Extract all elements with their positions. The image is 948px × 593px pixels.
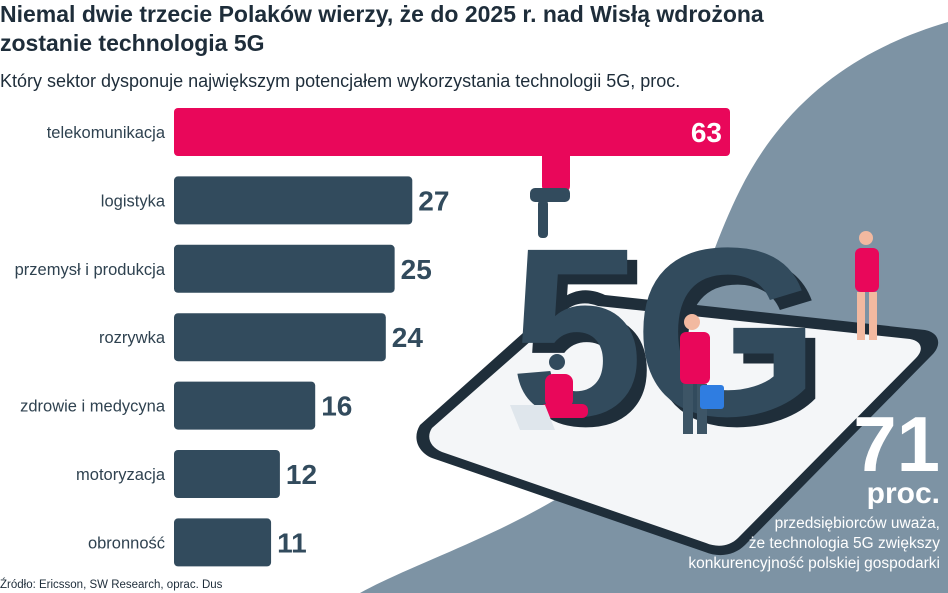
category-label: motoryzacja bbox=[76, 466, 166, 484]
chart-title: Niemal dwie trzecie Polaków wierzy, że d… bbox=[0, 0, 800, 58]
category-label: rozrywka bbox=[99, 329, 166, 347]
bar-1 bbox=[174, 108, 730, 156]
bar-2 bbox=[174, 176, 413, 225]
stat-number: 71 bbox=[853, 400, 940, 488]
svg-text:5G: 5G bbox=[520, 208, 820, 476]
category-label: logistyka bbox=[101, 192, 166, 210]
bar-3 bbox=[174, 244, 395, 293]
smartphone-5g-illustration-icon: 5G 5G bbox=[416, 132, 939, 556]
source-note: Źródło: Ericsson, SW Research, oprac. Du… bbox=[0, 579, 223, 591]
value-label: 16 bbox=[321, 391, 352, 422]
svg-text:5G: 5G bbox=[510, 198, 810, 466]
stat-description-line-3: konkurencyjność polskiej gospodarki bbox=[688, 555, 940, 572]
chart-title-line-1: Niemal dwie trzecie Polaków wierzy, że d… bbox=[0, 1, 764, 27]
value-label: 25 bbox=[401, 254, 432, 285]
bar-5 bbox=[174, 381, 316, 430]
bar-7 bbox=[174, 518, 272, 567]
chart-subtitle: Który sektor dysponuje największym poten… bbox=[0, 71, 681, 91]
value-label: 11 bbox=[277, 527, 307, 558]
value-label: 12 bbox=[286, 459, 317, 490]
bar-6 bbox=[174, 450, 280, 498]
category-label: telekomunikacja bbox=[47, 124, 166, 142]
bar-4 bbox=[174, 313, 386, 362]
stat-description: przedsiębiorców uważa, że technologia 5G… bbox=[680, 514, 940, 574]
value-label: 63 bbox=[691, 117, 722, 148]
category-label: obronność bbox=[88, 534, 165, 552]
stat-description-line-2: że technologia 5G zwiększy bbox=[748, 535, 940, 552]
stat-description-line-1: przedsiębiorców uważa, bbox=[774, 515, 940, 532]
value-label: 24 bbox=[392, 322, 424, 353]
category-label: przemysł i produkcja bbox=[15, 261, 166, 279]
stat-unit: proc. bbox=[866, 477, 940, 510]
chart-title-line-2: zostanie technologia 5G bbox=[0, 30, 265, 56]
category-label: zdrowie i medycyna bbox=[20, 398, 166, 416]
value-label: 27 bbox=[418, 185, 449, 216]
